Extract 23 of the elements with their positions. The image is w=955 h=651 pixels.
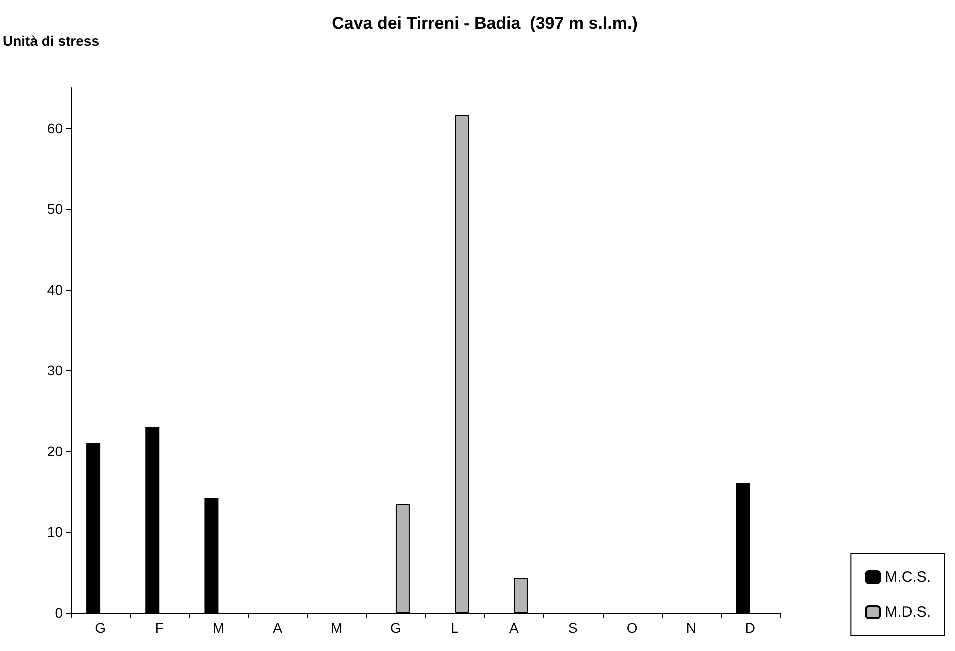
y-tick-label: 10 bbox=[47, 524, 64, 540]
chart-title: Cava dei Tirreni - Badia (397 m s.l.m.) bbox=[332, 14, 638, 33]
x-tick-label: A bbox=[273, 620, 284, 636]
x-tick-label: D bbox=[745, 620, 756, 636]
y-tick-label: 50 bbox=[47, 201, 64, 218]
x-tick-label: L bbox=[451, 620, 460, 636]
legend-label: M.D.S. bbox=[885, 604, 932, 621]
x-tick-label: S bbox=[568, 620, 578, 636]
y-tick-label: 60 bbox=[47, 120, 64, 136]
x-tick-label: A bbox=[509, 620, 520, 636]
y-tick-label: 40 bbox=[47, 282, 64, 298]
x-tick-label: M bbox=[331, 620, 343, 636]
y-tick-label: 20 bbox=[47, 443, 64, 460]
x-tick-label: O bbox=[626, 620, 638, 636]
x-tick-label: G bbox=[95, 620, 106, 636]
y-tick-label: 0 bbox=[55, 605, 64, 621]
x-tick-label: F bbox=[155, 620, 164, 636]
y-axis-title: Unità di stress bbox=[3, 33, 100, 49]
y-tick-label: 30 bbox=[47, 362, 64, 379]
legend-label: M.C.S. bbox=[885, 569, 932, 586]
x-tick-label: N bbox=[686, 620, 696, 636]
x-tick-label: G bbox=[390, 620, 402, 636]
x-tick-label: M bbox=[212, 620, 225, 636]
